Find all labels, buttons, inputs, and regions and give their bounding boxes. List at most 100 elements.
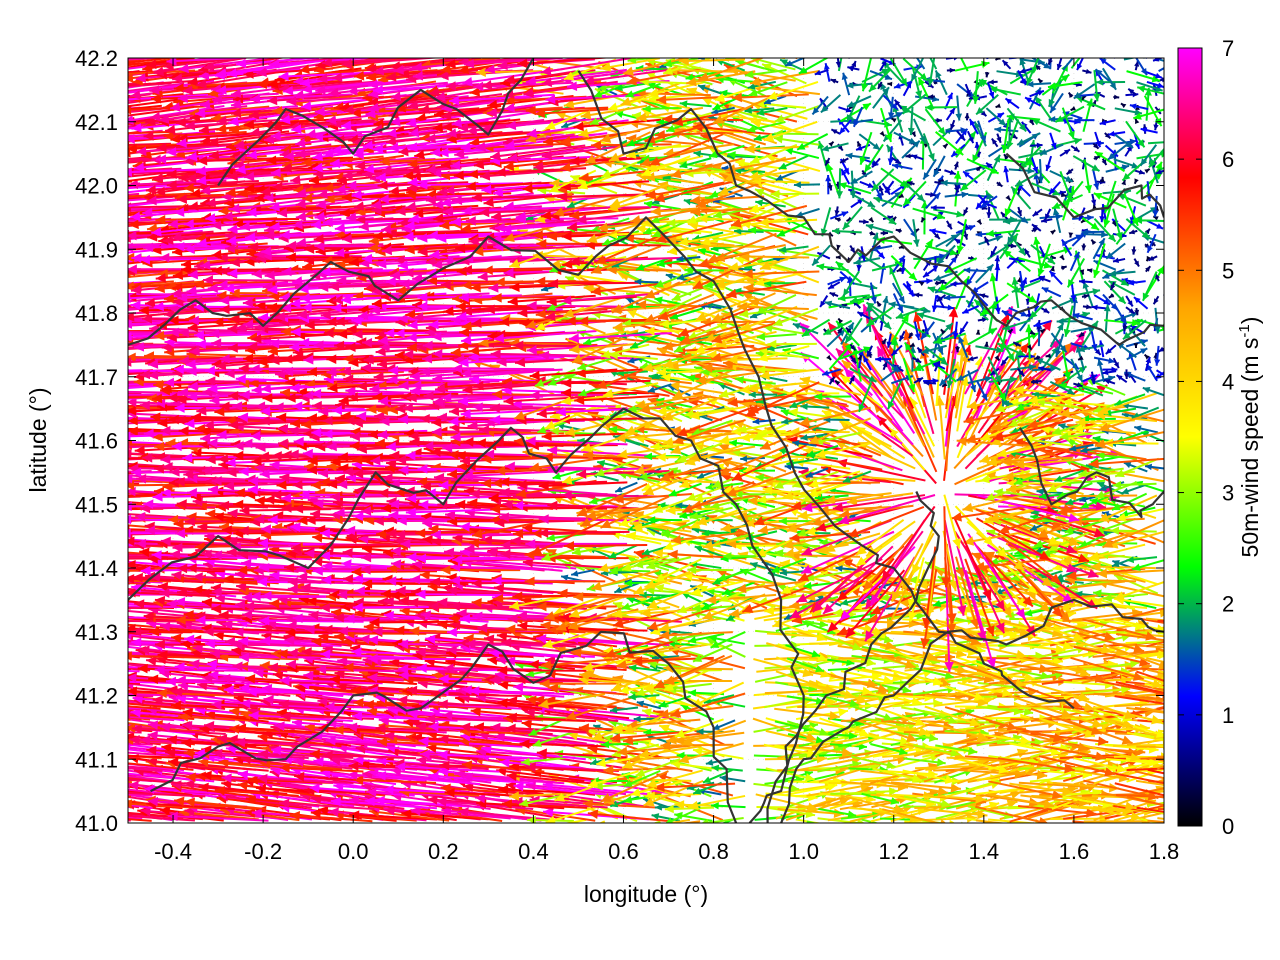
wind-vector-head	[161, 743, 172, 753]
wind-vector-head	[279, 763, 290, 773]
wind-vector-head	[89, 719, 99, 729]
wind-vector-head	[1205, 732, 1215, 741]
wind-vector-head	[106, 780, 116, 789]
wind-vector-head	[542, 807, 554, 818]
wind-vector-head	[552, 837, 563, 846]
wind-vector-head	[1129, 752, 1141, 762]
wind-vector-head	[166, 735, 178, 745]
wind-vector-head	[688, 800, 699, 811]
wind-vector-head	[554, 793, 565, 802]
wind-vector	[777, 807, 845, 816]
wind-vector-head	[348, 795, 360, 805]
wind-vector	[1038, 755, 1116, 776]
wind-vector-head	[325, 735, 336, 746]
wind-vector-head	[31, 546, 41, 556]
wind-vector	[525, 765, 619, 772]
wind-vector	[797, 757, 863, 772]
wind-vector-head	[294, 771, 305, 782]
wind-vector	[295, 738, 395, 747]
wind-vector	[184, 800, 267, 810]
wind-vector-head	[89, 598, 99, 608]
wind-vector-head	[114, 789, 124, 798]
wind-vector-head	[359, 759, 370, 769]
wind-vector-head	[519, 798, 529, 807]
wind-vector	[128, 775, 174, 783]
wind-vector-head	[309, 749, 320, 759]
wind-vector-head	[460, 722, 471, 732]
wind-vector-head	[128, 799, 133, 809]
wind-vector-head	[807, 802, 818, 812]
wind-vector-head	[519, 739, 530, 749]
wind-vector	[128, 617, 142, 620]
wind-vector	[975, 819, 1008, 823]
wind-vector-head	[129, 735, 140, 745]
wind-vector	[212, 751, 309, 760]
wind-vector-head	[525, 762, 536, 772]
wind-vector	[587, 812, 670, 823]
wind-vector	[128, 730, 130, 733]
wind-vector-head	[80, 708, 90, 718]
wind-vector-head	[113, 663, 123, 673]
wind-vector-head	[347, 722, 358, 733]
wind-vector-head	[419, 749, 430, 760]
wind-vector-head	[1165, 637, 1175, 647]
wind-vector-head	[1216, 734, 1226, 743]
wind-vector	[128, 804, 140, 809]
wind-vector-head	[45, 677, 55, 687]
wind-vector-head	[693, 787, 702, 795]
wind-vector-head	[64, 504, 74, 514]
wind-vector	[506, 774, 596, 785]
wind-vector	[861, 818, 880, 823]
wind-vector-head	[1166, 810, 1176, 819]
wind-vector-head	[92, 734, 102, 744]
wind-vector-head	[114, 584, 124, 594]
wind-vector-head	[82, 525, 92, 535]
wind-vector	[538, 530, 630, 535]
wind-vector-head	[418, 736, 429, 747]
wind-vector	[128, 743, 132, 747]
wind-vector-head	[62, 606, 72, 616]
wind-vector-head	[304, 722, 316, 733]
wind-vector	[128, 815, 195, 822]
wind-vector	[1147, 768, 1164, 775]
wind-vector-head	[353, 775, 364, 785]
wind-vector-head	[46, 600, 56, 610]
wind-vector	[428, 774, 534, 785]
wind-vector	[128, 607, 131, 610]
wind-vector	[1115, 767, 1164, 772]
wind-vector-head	[128, 619, 129, 630]
wind-vector-head	[1212, 625, 1223, 634]
wind-vector-head	[36, 521, 46, 531]
wind-vector-head	[159, 806, 171, 816]
wind-vector	[367, 657, 471, 661]
wind-vector-head	[70, 584, 80, 594]
wind-vector-head	[82, 529, 92, 539]
wind-vector-head	[88, 546, 98, 556]
wind-vector-head	[439, 760, 450, 771]
wind-vector-head	[51, 674, 61, 684]
wind-vector	[198, 785, 288, 795]
wind-vector-head	[65, 721, 75, 731]
wind-vector-head	[1204, 716, 1214, 726]
wind-vector-head	[68, 604, 78, 614]
wind-vector	[955, 791, 1022, 810]
wind-vector-head	[847, 810, 857, 819]
wind-vector	[146, 802, 235, 811]
wind-vector-head	[43, 658, 53, 668]
wind-vector	[128, 718, 131, 721]
wind-vector-head	[1095, 751, 1106, 762]
wind-vector-head	[629, 825, 639, 834]
wind-vector-head	[72, 802, 82, 811]
wind-vector-head	[76, 534, 86, 544]
wind-vector-head	[886, 760, 896, 769]
wind-vector-head	[410, 806, 421, 816]
wind-vector-head	[52, 784, 62, 794]
wind-vector-head	[91, 668, 101, 678]
wind-vector-head	[475, 793, 486, 804]
wind-vector	[922, 794, 986, 801]
wind-vector	[309, 786, 415, 797]
wind-vector-head	[79, 584, 89, 594]
wind-vector-head	[545, 815, 556, 823]
wind-vector-head	[353, 755, 364, 766]
wind-vector-head	[383, 784, 394, 795]
